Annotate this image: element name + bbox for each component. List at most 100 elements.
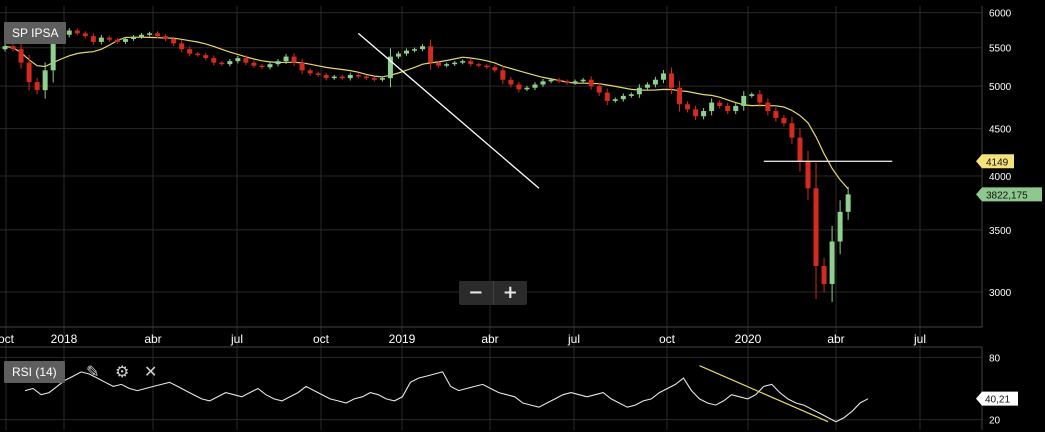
candle <box>757 94 763 103</box>
candle <box>291 56 297 63</box>
candle <box>339 76 345 79</box>
candle <box>524 87 530 90</box>
candle <box>18 49 24 63</box>
price-trendline <box>357 32 540 189</box>
candle <box>668 73 674 88</box>
zoom-out-button[interactable]: − <box>468 282 484 303</box>
candle <box>379 78 385 80</box>
candle <box>749 94 755 96</box>
trendlines <box>357 32 893 189</box>
rsi-badge[interactable]: RSI (14) <box>4 361 65 383</box>
zoom-controls: − + <box>459 281 527 305</box>
candle <box>147 33 153 35</box>
candle <box>701 111 707 117</box>
candle <box>580 79 586 82</box>
candle <box>251 62 257 66</box>
candle <box>395 53 401 57</box>
x-tick-label: oct <box>659 332 676 346</box>
candle <box>468 61 474 65</box>
candle <box>179 43 185 50</box>
rsi-value-text: 40,21 <box>985 395 1010 406</box>
candle <box>227 61 233 65</box>
candle <box>845 194 851 212</box>
candle <box>42 70 48 91</box>
pencil-icon[interactable]: ✎ <box>86 362 100 381</box>
candle <box>331 76 337 79</box>
candle <box>195 53 201 56</box>
candle <box>572 81 578 83</box>
candle <box>773 111 779 118</box>
candle <box>155 33 161 37</box>
candle <box>596 86 602 93</box>
zoom-in-button[interactable]: + <box>492 281 528 305</box>
rsi-value-label <box>976 391 1018 406</box>
candle <box>460 61 466 63</box>
rsi-line <box>24 371 869 423</box>
candle <box>484 65 490 68</box>
candle <box>428 46 434 63</box>
candle <box>660 73 666 80</box>
candle <box>452 62 458 65</box>
y-tick-label: 5500 <box>989 44 1012 55</box>
candle <box>612 99 618 101</box>
candle <box>283 56 289 62</box>
symbol-badge[interactable]: SP IPSA <box>4 22 67 44</box>
candle <box>34 82 40 91</box>
x-tick-label: oct <box>313 332 330 346</box>
candle <box>315 73 321 75</box>
candle <box>821 265 827 284</box>
price-label-text: 3822,175 <box>986 190 1028 201</box>
candle <box>10 46 16 50</box>
candle <box>781 117 787 124</box>
x-tick-label: oct <box>0 332 15 346</box>
candle <box>476 64 482 66</box>
x-tick-label: jul <box>913 332 926 346</box>
candle <box>797 137 803 162</box>
candle <box>693 109 699 117</box>
candle <box>187 49 193 54</box>
gear-icon[interactable]: ⚙ <box>115 362 130 381</box>
y-tick-label: 3500 <box>989 226 1012 237</box>
x-tick-label: abr <box>827 332 844 346</box>
candle <box>203 55 209 59</box>
candle <box>508 79 514 85</box>
rsi-trendline <box>699 365 829 423</box>
candle <box>74 30 80 34</box>
candle <box>652 79 658 85</box>
candle <box>620 95 626 100</box>
y-tick-label: 3000 <box>989 288 1012 299</box>
candle <box>90 36 96 42</box>
price-candles <box>2 27 851 303</box>
candle <box>709 102 715 112</box>
candle <box>500 70 506 80</box>
candle <box>106 37 112 40</box>
candle <box>267 64 273 68</box>
candle <box>564 81 570 83</box>
candle <box>677 87 683 105</box>
candle <box>813 188 819 266</box>
x-tick-label: 2020 <box>735 332 762 346</box>
candle <box>492 67 498 71</box>
y-tick-label: 4000 <box>989 172 1012 183</box>
candle <box>219 62 225 65</box>
price-label-text: 4149 <box>986 157 1009 168</box>
candle <box>420 46 426 50</box>
rsi-panel <box>24 365 869 423</box>
candle <box>516 84 522 90</box>
candle <box>604 92 610 101</box>
candle <box>644 84 650 88</box>
rsi-tick-label: 80 <box>989 353 1001 364</box>
candle <box>355 74 361 77</box>
candle <box>765 102 771 112</box>
close-icon[interactable]: ✕ <box>144 362 158 381</box>
moving-average-line <box>4 36 849 190</box>
candle <box>323 74 329 79</box>
candle <box>2 46 8 50</box>
candle <box>171 39 177 44</box>
moving-average <box>4 36 849 190</box>
candle <box>66 30 72 35</box>
candle <box>82 33 88 37</box>
candle <box>235 58 241 62</box>
candle <box>163 36 169 40</box>
